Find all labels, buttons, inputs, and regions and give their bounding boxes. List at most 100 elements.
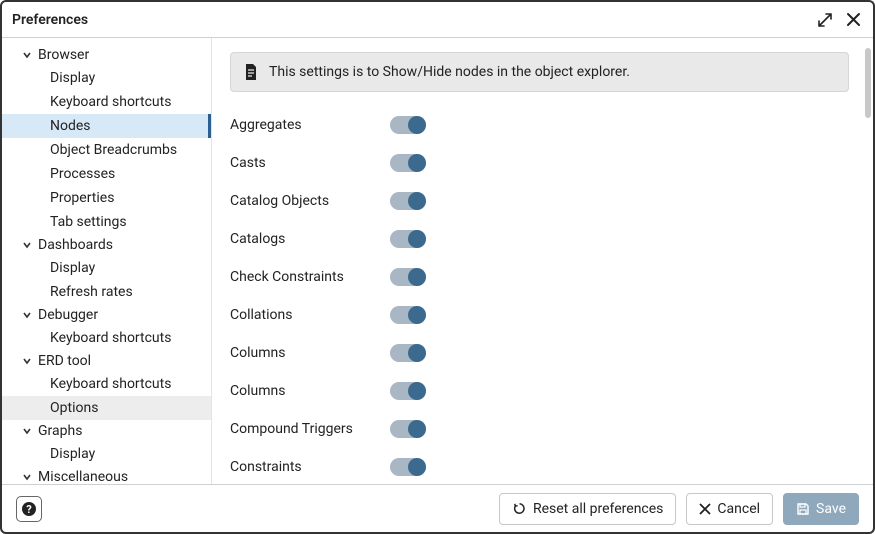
tree-parent-label: ERD tool [38,353,91,369]
save-button[interactable]: Save [783,493,859,525]
tree-parent[interactable]: Dashboards [2,234,211,256]
tree-parent[interactable]: Graphs [2,420,211,442]
tree-child[interactable]: Keyboard shortcuts [2,326,211,350]
tree-child[interactable]: Object Breadcrumbs [2,138,211,162]
chevron-down-icon [20,240,34,250]
close-icon [699,503,711,515]
toggle-knob [408,420,426,438]
tree-parent-label: Debugger [38,307,98,323]
tree-child[interactable]: Nodes [2,114,211,138]
tree-child-label: Keyboard shortcuts [50,94,171,110]
option-label: Aggregates [230,117,390,133]
option-label: Collations [230,307,390,323]
toggle-knob [408,192,426,210]
sidebar[interactable]: Browser Display Keyboard shortcuts Nodes Obj… [2,38,212,484]
tree-child[interactable]: Processes [2,162,211,186]
toggle-knob [408,458,426,476]
tree-child-label: Display [50,260,95,276]
option-label: Columns [230,345,390,361]
toggle-knob [408,268,426,286]
option-label: Columns [230,383,390,399]
tree-child-label: Keyboard shortcuts [50,330,171,346]
option-row: Catalogs [230,220,849,258]
preferences-dialog: Preferences Browser Display Keyboard short… [0,0,875,534]
tree-child-label: Options [50,400,98,416]
toggle-switch[interactable] [390,382,426,400]
chevron-down-icon [20,50,34,60]
tree-child-label: Refresh rates [50,284,133,300]
dialog-body: Browser Display Keyboard shortcuts Nodes Obj… [2,38,873,484]
expand-icon[interactable] [815,10,835,30]
tree-child-label: Keyboard shortcuts [50,376,171,392]
option-row: Check Constraints [230,258,849,296]
option-row: Constraints [230,448,849,484]
toggle-switch[interactable] [390,116,426,134]
chevron-down-icon [20,310,34,320]
tree-child[interactable]: Display [2,66,211,90]
cancel-button[interactable]: Cancel [686,493,773,525]
scrollbar-thumb[interactable] [865,48,871,118]
option-row: Columns [230,372,849,410]
toggle-switch[interactable] [390,306,426,324]
chevron-down-icon [20,356,34,366]
tree-child-label: Processes [50,166,115,182]
tree-child[interactable]: Refresh rates [2,280,211,304]
tree-child[interactable]: Tab settings [2,210,211,234]
footer: ? Reset all preferences Cancel Save [2,484,873,532]
chevron-down-icon [20,472,34,482]
tree-child-label: Display [50,70,95,86]
info-banner: This settings is to Show/Hide nodes in t… [230,52,849,92]
tree-child[interactable]: Display [2,442,211,466]
options-list: AggregatesCastsCatalog ObjectsCatalogsCh… [230,106,849,484]
reset-all-label: Reset all preferences [533,501,663,517]
close-icon[interactable] [843,10,863,30]
toggle-switch[interactable] [390,268,426,286]
tree-child[interactable]: Keyboard shortcuts [2,90,211,114]
tree-child[interactable]: Keyboard shortcuts [2,372,211,396]
reset-icon [512,501,527,516]
tree-child[interactable]: Display [2,256,211,280]
dialog-title: Preferences [12,12,807,28]
toggle-switch[interactable] [390,458,426,476]
toggle-knob [408,382,426,400]
toggle-knob [408,344,426,362]
toggle-knob [408,306,426,324]
tree-parent-label: Browser [38,47,89,63]
toggle-switch[interactable] [390,344,426,362]
document-icon [243,63,259,81]
save-icon [796,502,810,516]
main-pane[interactable]: This settings is to Show/Hide nodes in t… [212,38,873,484]
option-label: Casts [230,155,390,171]
toggle-knob [408,230,426,248]
tree-child[interactable]: Options [2,396,211,420]
tree-child[interactable]: Properties [2,186,211,210]
tree-parent[interactable]: Browser [2,44,211,66]
option-row: Columns [230,334,849,372]
chevron-down-icon [20,426,34,436]
toggle-switch[interactable] [390,230,426,248]
cancel-label: Cancel [717,501,760,517]
tree-parent-label: Miscellaneous [38,469,128,484]
toggle-switch[interactable] [390,420,426,438]
toggle-switch[interactable] [390,154,426,172]
help-button[interactable]: ? [16,496,42,522]
titlebar: Preferences [2,2,873,38]
tree-parent[interactable]: ERD tool [2,350,211,372]
tree-parent[interactable]: Miscellaneous [2,466,211,484]
tree-parent-label: Dashboards [38,237,113,253]
tree-child-label: Properties [50,190,114,206]
option-row: Casts [230,144,849,182]
option-label: Catalogs [230,231,390,247]
tree-parent-label: Graphs [38,423,82,439]
toggle-switch[interactable] [390,192,426,210]
option-label: Check Constraints [230,269,390,285]
save-label: Save [816,501,846,517]
option-row: Aggregates [230,106,849,144]
tree-child-label: Tab settings [50,214,127,230]
tree-parent[interactable]: Debugger [2,304,211,326]
tree-child-label: Display [50,446,95,462]
tree-child-label: Object Breadcrumbs [50,142,177,158]
tree-child-label: Nodes [50,118,91,134]
reset-all-button[interactable]: Reset all preferences [499,493,676,525]
toggle-knob [408,154,426,172]
